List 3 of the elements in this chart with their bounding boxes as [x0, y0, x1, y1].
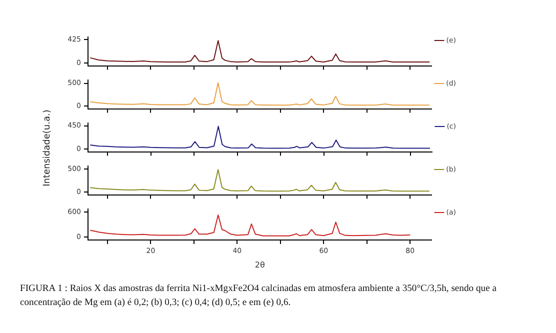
- text: FIGURA 1 : Raios X das amostras da ferrita Ni1-xMgxFe2O4 calcinadas em atmosfera ambiente a 350°C/3,5h, sendo que a concentração de Mg em (a) é 0,2; (b) 0,3; (c) 0,4; (d) 0,5; e em (e) 0,6.: [20, 282, 498, 310]
- x-axis-title: 2θ: [254, 260, 265, 270]
- y-axis-title: Intensidade(u.a.): [42, 110, 52, 186]
